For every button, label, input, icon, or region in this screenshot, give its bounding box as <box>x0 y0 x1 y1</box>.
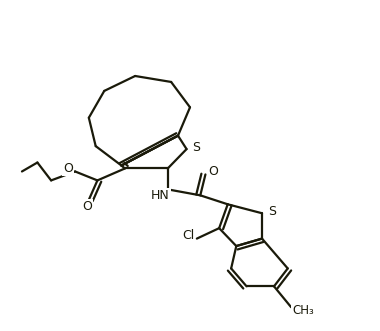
Text: Cl: Cl <box>182 229 195 242</box>
Text: HN: HN <box>151 189 169 202</box>
Text: O: O <box>82 200 92 213</box>
Text: S: S <box>192 141 200 154</box>
Text: O: O <box>63 162 73 175</box>
Text: CH₃: CH₃ <box>292 304 314 317</box>
Text: S: S <box>268 205 276 218</box>
Text: O: O <box>208 165 218 178</box>
